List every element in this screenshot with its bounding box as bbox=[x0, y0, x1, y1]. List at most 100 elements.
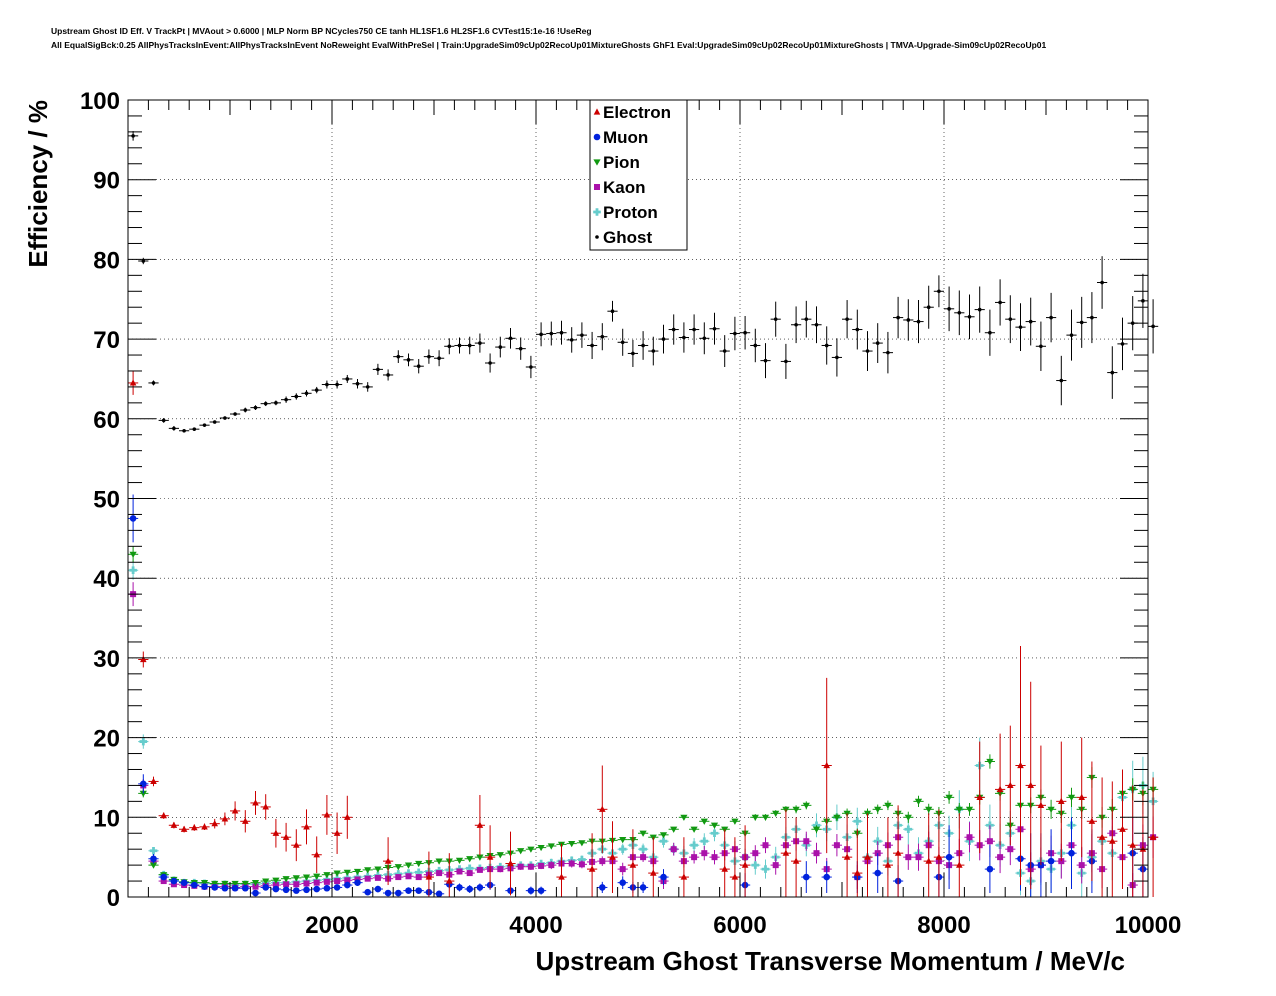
point-marker bbox=[824, 343, 829, 348]
data-point bbox=[270, 400, 281, 406]
data-point bbox=[1015, 645, 1026, 886]
point-marker bbox=[446, 877, 453, 884]
point-marker bbox=[894, 849, 902, 856]
point-marker bbox=[670, 846, 677, 853]
data-point bbox=[158, 878, 169, 885]
data-point bbox=[352, 378, 363, 389]
data-point bbox=[372, 885, 383, 893]
data-point bbox=[1035, 321, 1046, 371]
data-point bbox=[791, 805, 802, 814]
data-point bbox=[291, 875, 302, 882]
point-marker bbox=[160, 812, 167, 819]
data-point bbox=[709, 312, 720, 345]
point-marker bbox=[292, 875, 300, 882]
point-marker bbox=[394, 864, 402, 871]
point-marker bbox=[201, 883, 208, 890]
point-marker bbox=[343, 869, 351, 876]
legend-entry-muon: Muon bbox=[593, 128, 648, 147]
point-marker bbox=[690, 841, 698, 849]
point-marker bbox=[394, 870, 403, 878]
point-marker bbox=[986, 758, 994, 766]
point-marker bbox=[180, 825, 188, 832]
point-marker bbox=[884, 802, 892, 809]
data-point bbox=[974, 741, 985, 854]
point-marker bbox=[456, 884, 463, 891]
data-point bbox=[138, 257, 149, 265]
point-marker bbox=[547, 843, 555, 850]
data-point bbox=[311, 885, 322, 893]
point-marker bbox=[660, 873, 667, 881]
point-marker bbox=[823, 873, 830, 881]
point-marker bbox=[690, 826, 698, 833]
data-point bbox=[474, 883, 485, 892]
point-marker bbox=[211, 820, 218, 827]
point-marker bbox=[253, 405, 258, 410]
x-tick-label: 2000 bbox=[305, 912, 358, 939]
point-marker bbox=[925, 857, 932, 864]
point-marker bbox=[569, 338, 574, 342]
point-marker bbox=[812, 826, 821, 833]
point-marker bbox=[384, 857, 392, 864]
legend-label: Electron bbox=[603, 103, 671, 122]
point-marker bbox=[313, 873, 321, 880]
data-point bbox=[342, 795, 353, 839]
data-point bbox=[821, 326, 832, 365]
data-point bbox=[403, 862, 414, 869]
data-point bbox=[821, 861, 832, 894]
point-marker bbox=[374, 874, 381, 881]
point-marker bbox=[274, 401, 278, 405]
point-marker bbox=[803, 838, 810, 845]
data-point bbox=[352, 879, 363, 886]
point-marker bbox=[631, 351, 635, 356]
data-point bbox=[617, 843, 628, 855]
data-point bbox=[362, 867, 373, 874]
data-point bbox=[546, 861, 557, 870]
data-point bbox=[189, 427, 200, 431]
data-point bbox=[597, 323, 608, 351]
data-point bbox=[801, 831, 812, 851]
point-marker bbox=[802, 802, 810, 809]
point-marker bbox=[476, 866, 483, 873]
y-tick-label: 80 bbox=[93, 247, 120, 274]
data-point bbox=[199, 423, 210, 427]
point-marker bbox=[904, 825, 913, 834]
data-point bbox=[372, 866, 383, 873]
data-point bbox=[648, 336, 659, 366]
data-point bbox=[260, 878, 271, 885]
point-marker bbox=[915, 854, 922, 861]
point-marker bbox=[937, 289, 941, 294]
point-marker bbox=[486, 853, 494, 860]
data-point bbox=[995, 733, 1006, 846]
data-point bbox=[362, 888, 373, 896]
point-marker bbox=[241, 880, 249, 888]
point-marker bbox=[733, 331, 737, 336]
point-marker bbox=[537, 844, 545, 852]
data-point bbox=[505, 327, 516, 349]
point-marker bbox=[986, 865, 994, 873]
point-marker bbox=[333, 829, 341, 836]
data-point bbox=[944, 825, 955, 890]
point-marker bbox=[743, 330, 747, 335]
data-point bbox=[168, 877, 179, 885]
point-marker bbox=[1067, 794, 1076, 801]
point-marker bbox=[1069, 333, 1074, 337]
data-point bbox=[576, 860, 587, 869]
data-point bbox=[862, 331, 873, 371]
legend-marker bbox=[593, 133, 601, 141]
data-point bbox=[750, 845, 761, 862]
data-point bbox=[913, 795, 924, 807]
point-marker bbox=[140, 780, 147, 788]
data-point bbox=[413, 359, 424, 374]
point-marker bbox=[435, 858, 443, 865]
data-point bbox=[1005, 295, 1016, 344]
legend: Electron Muon Pion Kaon Proton Ghost bbox=[589, 99, 688, 251]
legend-label: Ghost bbox=[603, 228, 652, 247]
point-marker bbox=[1109, 837, 1116, 844]
data-point bbox=[158, 812, 169, 819]
point-marker bbox=[864, 853, 871, 860]
data-point bbox=[515, 848, 526, 855]
point-marker bbox=[905, 854, 912, 861]
data-point bbox=[240, 810, 251, 833]
data-point bbox=[250, 790, 261, 815]
point-marker bbox=[304, 391, 309, 396]
